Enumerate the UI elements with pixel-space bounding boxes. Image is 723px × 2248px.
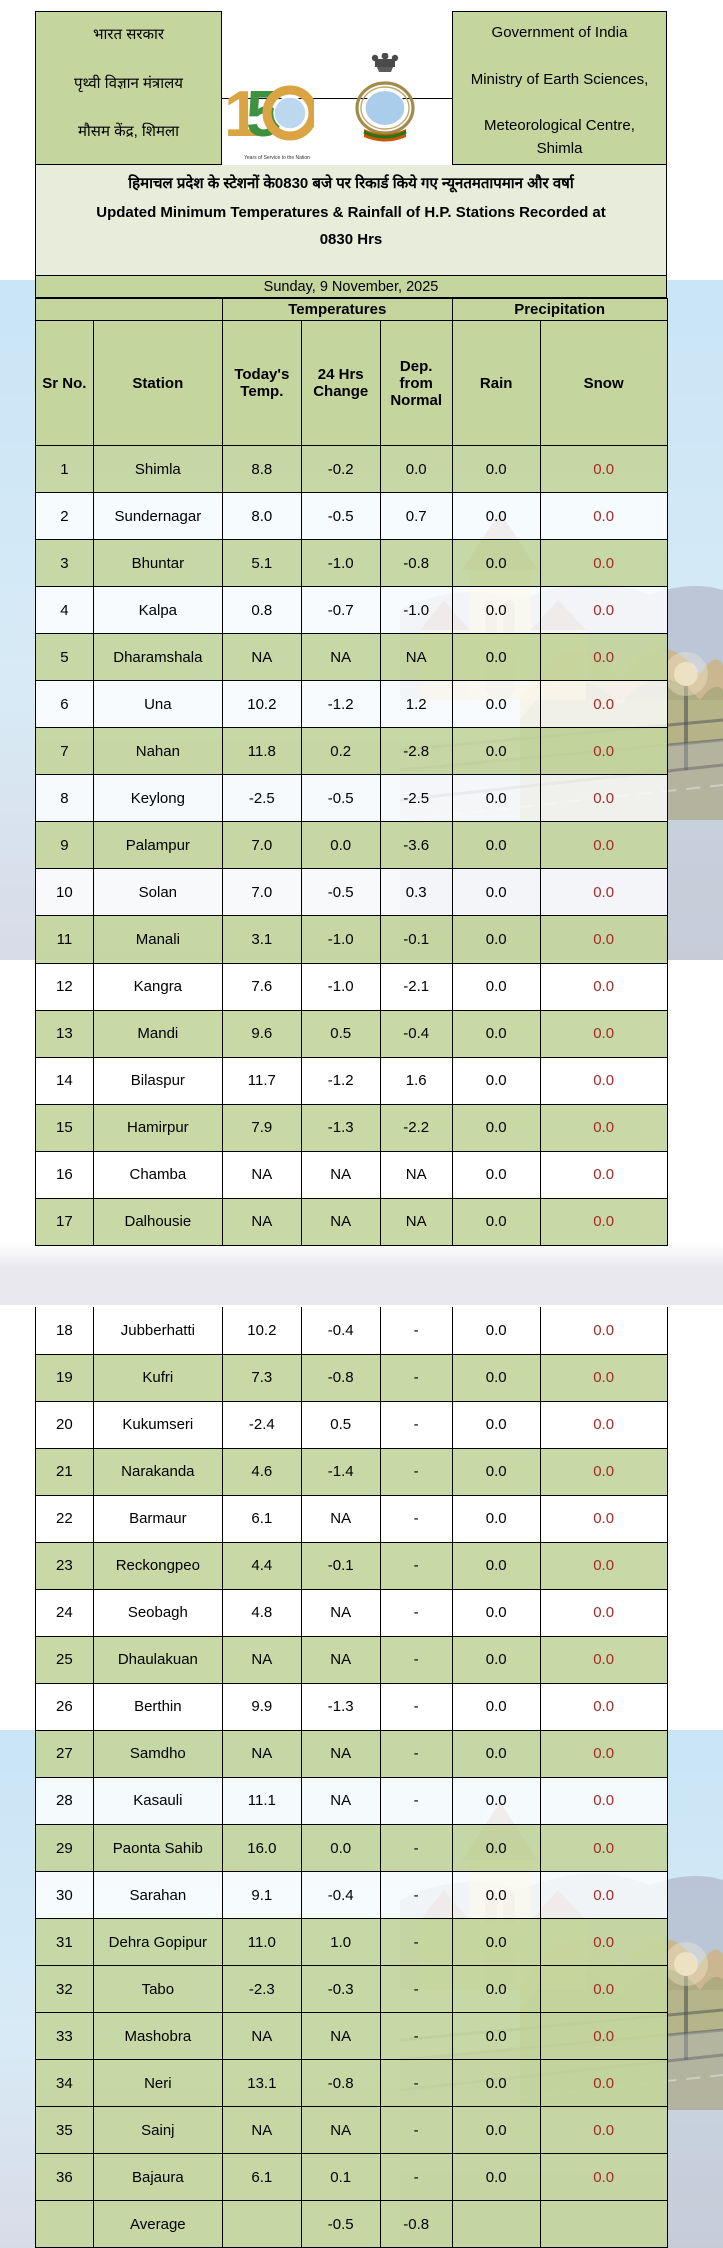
svg-text:Years of Service to the Nation: Years of Service to the Nation [244, 155, 310, 161]
